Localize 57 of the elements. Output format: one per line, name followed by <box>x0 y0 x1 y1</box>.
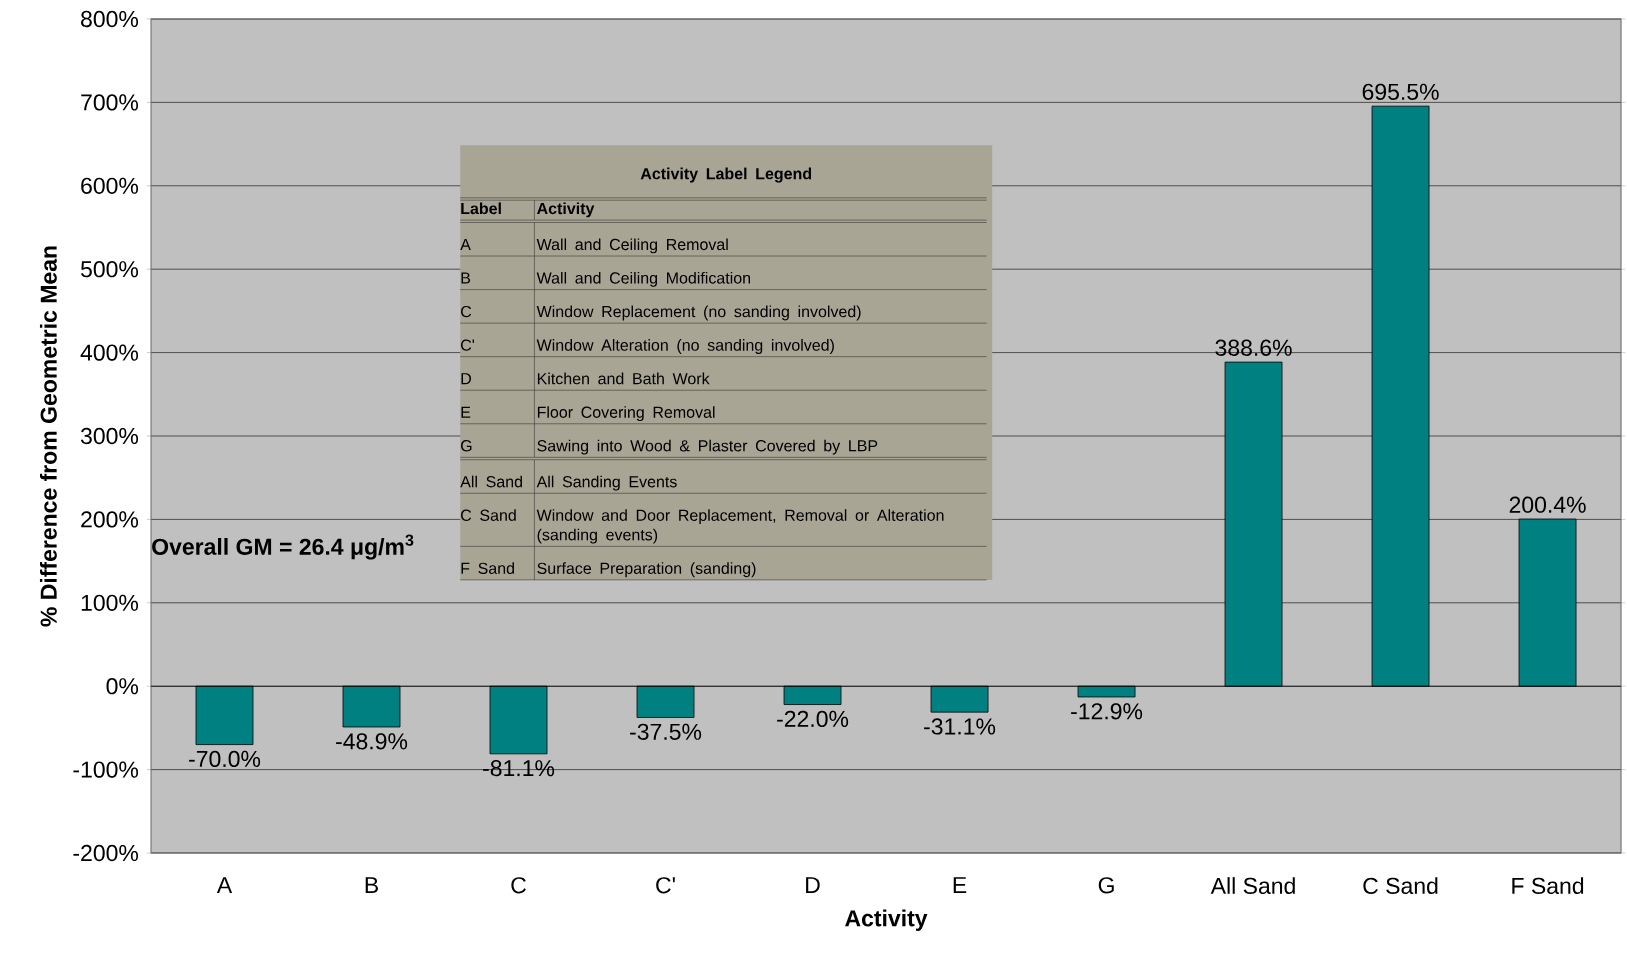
annotation: Window Alteration (no sanding involved) <box>536 339 834 354</box>
annotation: All Sanding Events <box>536 475 677 491</box>
data-label: -12.9% <box>1071 703 1143 720</box>
y-tick-label: -100% <box>73 761 139 778</box>
annotation: D <box>461 373 471 385</box>
data-label: -31.1% <box>924 718 996 735</box>
annotation: Surface Preparation (sanding) <box>537 562 756 578</box>
y-tick-label: 400% <box>80 344 139 361</box>
annotation: F Sand <box>461 562 514 574</box>
annotation: B <box>461 272 471 284</box>
annotation: A <box>460 238 471 250</box>
annotation: Overall GM = 26.4 μg/m$^{3}$ <box>152 534 414 560</box>
y-tick-label: 600% <box>81 177 139 194</box>
y-tick-label: 200% <box>81 511 139 528</box>
y-tick-label: 800% <box>81 10 139 28</box>
data-label: -81.1% <box>483 760 555 777</box>
x-tick-label: F Sand <box>1512 877 1584 895</box>
x-tick-label: A <box>216 877 233 893</box>
y-tick-label: -200% <box>73 844 139 862</box>
data-label: 695.5% <box>1362 83 1439 100</box>
annotation: Sawing into Wood & Plaster Covered by LBP <box>537 439 878 455</box>
y-tick-label: 100% <box>81 594 139 611</box>
x-tick-label: All Sand <box>1210 877 1295 895</box>
annotation: E <box>461 406 471 418</box>
annotation: Activity Label Legend <box>640 167 812 183</box>
y-tick-label: 300% <box>80 427 139 445</box>
x-axis-title: Activity <box>845 909 928 931</box>
annotation: Wall and Ceiling Removal <box>536 238 728 254</box>
data-label: -37.5% <box>630 723 702 740</box>
x-tick-label: C <box>511 877 526 894</box>
annotation: G <box>461 440 472 452</box>
annotation: Kitchen and Bath Work <box>537 372 710 385</box>
annotation: C <box>461 305 472 318</box>
annotation: Wall and Ceiling Modification <box>536 271 751 287</box>
x-tick-label: D <box>806 877 820 893</box>
annotation: C' <box>461 339 474 351</box>
annotation: Activity <box>537 202 595 218</box>
y-tick-label: 700% <box>81 94 139 111</box>
data-label: 388.6% <box>1215 339 1292 356</box>
annotation: Label <box>461 202 501 215</box>
data-label: 200.4% <box>1509 496 1586 513</box>
data-label: -70.0% <box>189 750 261 768</box>
x-tick-label: E <box>953 877 967 893</box>
x-tick-label: C Sand <box>1363 877 1438 895</box>
annotation: Floor Covering Removal <box>537 406 715 422</box>
data-label: -22.0% <box>777 710 849 728</box>
x-tick-label: G <box>1098 877 1114 894</box>
annotation: Window Replacement (no sanding involved) <box>536 305 861 321</box>
y-tick-label: 0% <box>106 678 139 695</box>
annotation: C Sand <box>461 509 516 521</box>
annotation: All Sand <box>460 475 522 488</box>
x-tick-label: B <box>365 877 378 893</box>
x-tick-label: C' <box>656 877 675 894</box>
annotation: Window and Door Replacement, Removal or Alteration (sanding events) <box>536 509 944 544</box>
y-axis-title: % Difference from Geometric Mean <box>39 246 57 627</box>
data-label: -48.9% <box>336 733 408 750</box>
y-tick-label: 500% <box>80 261 139 278</box>
